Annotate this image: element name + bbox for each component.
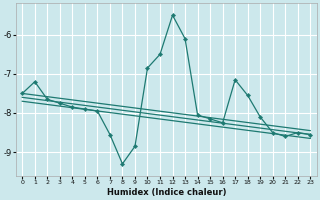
X-axis label: Humidex (Indice chaleur): Humidex (Indice chaleur) xyxy=(107,188,226,197)
